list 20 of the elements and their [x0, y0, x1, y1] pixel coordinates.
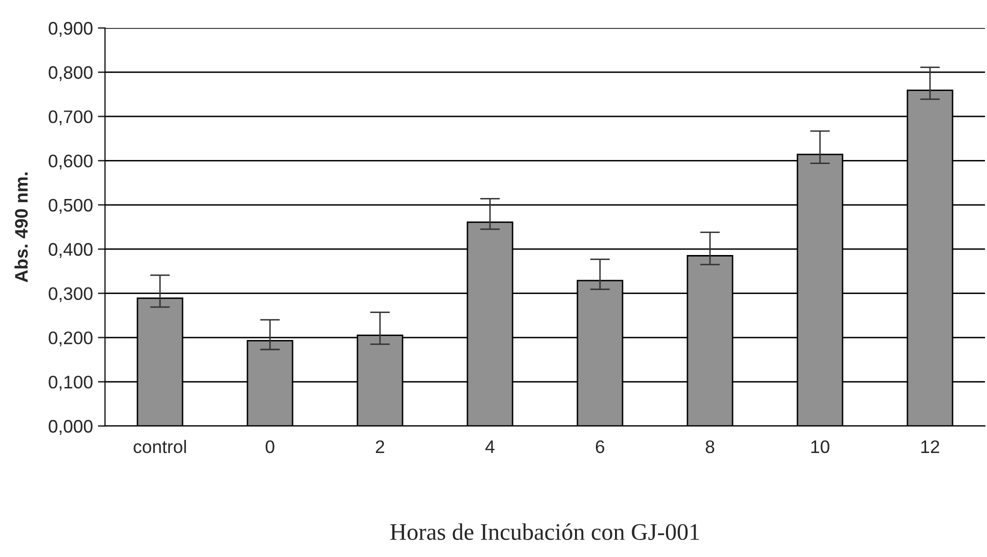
x-tick-label: 4	[485, 440, 494, 453]
x-axis-title: Horas de Incubación con GJ-001	[390, 523, 699, 540]
y-tick-label: 0,800	[48, 66, 92, 82]
x-tick-label: 0	[266, 440, 274, 454]
y-tick-label: 0,100	[48, 376, 92, 391]
x-tick-label: 8	[706, 440, 714, 454]
y-tick-label: 0,500	[48, 198, 92, 214]
x-tick-label: control	[134, 440, 186, 454]
y-tick-label: 0,600	[48, 154, 92, 170]
x-tick-label: 6	[596, 440, 604, 454]
x-tick-label: 12	[921, 440, 940, 453]
x-tick-label: 2	[376, 440, 384, 453]
y-axis-title: Abs. 490 nm.	[14, 172, 28, 282]
y-tick-label: 0,000	[48, 420, 92, 435]
y-tick-label: 0,400	[48, 243, 92, 258]
x-tick-label: 10	[811, 440, 830, 454]
y-tick-label: 0,900	[48, 22, 92, 37]
y-tick-label: 0,200	[48, 331, 92, 346]
y-tick-label: 0,700	[48, 110, 92, 126]
y-tick-label: 0,300	[48, 287, 92, 302]
